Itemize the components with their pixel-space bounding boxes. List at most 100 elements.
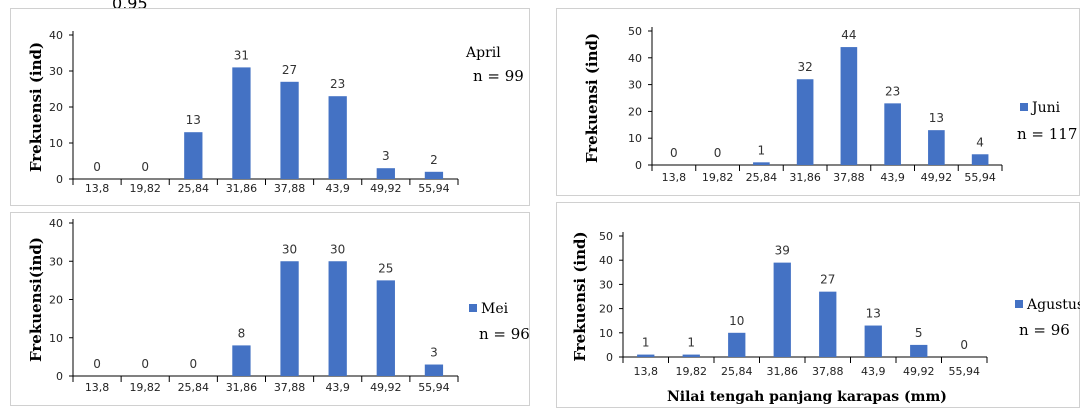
- x-tick-label: 19,82: [676, 365, 708, 378]
- x-tick-label: 43,9: [325, 381, 350, 394]
- data-label: 1: [758, 143, 766, 157]
- y-axis-label: Frekuensi (ind): [583, 33, 601, 163]
- y-tick-label: 30: [628, 79, 642, 92]
- y-tick-label: 0: [56, 173, 63, 186]
- bar: [232, 67, 251, 179]
- y-tick-label: 40: [49, 217, 63, 230]
- legend-label: Juni: [1030, 100, 1061, 116]
- legend-label: Mei: [481, 301, 509, 317]
- x-tick-label: 37,88: [812, 365, 844, 378]
- bar: [971, 154, 989, 165]
- data-label: 13: [186, 113, 201, 127]
- x-tick-label: 25,84: [178, 381, 210, 394]
- data-label: 0: [141, 160, 149, 174]
- x-tick-label: 49,92: [903, 365, 935, 378]
- sample-size-label: n = 99: [473, 67, 524, 85]
- legend-marker: [469, 304, 477, 312]
- data-label: 3: [382, 149, 390, 163]
- x-tick-label: 25,84: [746, 171, 778, 184]
- data-label: 13: [929, 111, 944, 125]
- x-tick-label: 19,82: [702, 171, 734, 184]
- y-axis-label: Frekuensi (ind): [27, 42, 45, 172]
- data-label: 1: [687, 336, 695, 350]
- x-tick-label: 43,9: [861, 365, 886, 378]
- bar: [376, 280, 395, 376]
- data-label: 25: [378, 261, 393, 275]
- bar: [796, 79, 814, 165]
- bar: [682, 354, 700, 357]
- data-label: 0: [93, 160, 101, 174]
- data-label: 0: [189, 357, 197, 371]
- x-tick-label: 43,9: [325, 182, 350, 195]
- data-label: 0: [93, 357, 101, 371]
- bar: [910, 344, 928, 357]
- y-tick-label: 10: [599, 327, 613, 340]
- y-tick-label: 0: [56, 370, 63, 383]
- x-tick-label: 49,92: [370, 182, 402, 195]
- x-tick-label: 43,9: [880, 171, 905, 184]
- bar: [184, 132, 203, 179]
- data-label: 13: [866, 307, 881, 321]
- y-axis-label: Frekuensi (ind): [571, 231, 589, 361]
- bar: [773, 262, 791, 357]
- x-tick-label: 49,92: [921, 171, 953, 184]
- bar: [424, 364, 444, 376]
- sample-size-label: n = 96: [1019, 321, 1070, 339]
- data-label: 10: [729, 314, 744, 328]
- data-label: 30: [282, 242, 297, 256]
- x-tick-label: 37,88: [833, 171, 865, 184]
- x-tick-label: 31,86: [226, 182, 258, 195]
- bar: [728, 332, 746, 357]
- x-tick-label: 55,94: [949, 365, 981, 378]
- bar: [753, 162, 770, 165]
- y-tick-label: 20: [628, 105, 642, 118]
- y-tick-label: 40: [49, 29, 63, 42]
- data-label: 1: [642, 336, 650, 350]
- x-tick-label: 25,84: [178, 182, 210, 195]
- y-tick-label: 50: [628, 25, 642, 38]
- bar: [819, 291, 837, 357]
- y-axis-label: Frekuensi(ind): [27, 237, 45, 362]
- x-tick-label: 13,8: [634, 365, 659, 378]
- x-tick-label: 19,82: [129, 381, 161, 394]
- bar: [280, 81, 299, 179]
- y-tick-label: 10: [49, 137, 63, 150]
- data-label: 3: [430, 346, 438, 360]
- y-tick-label: 30: [49, 65, 63, 78]
- y-tick-label: 20: [599, 303, 613, 316]
- data-label: 5: [915, 326, 923, 340]
- data-label: 30: [330, 242, 345, 256]
- bar: [928, 130, 945, 165]
- legend-label: Agustus: [1026, 297, 1080, 313]
- y-tick-label: 30: [599, 278, 613, 291]
- x-tick-label: 13,8: [662, 171, 687, 184]
- x-axis-title: Nilai tengah panjang karapas (mm): [667, 389, 947, 405]
- y-tick-label: 0: [635, 159, 642, 172]
- sample-size-label: n = 117: [1017, 125, 1077, 143]
- x-tick-label: 31,86: [767, 365, 799, 378]
- x-tick-label: 31,86: [789, 171, 821, 184]
- data-label: 8: [238, 326, 246, 340]
- data-label: 31: [234, 48, 249, 62]
- x-tick-label: 55,94: [418, 182, 450, 195]
- x-tick-label: 55,94: [418, 381, 450, 394]
- bar: [376, 168, 395, 179]
- data-label: 27: [282, 63, 297, 77]
- bar: [637, 354, 655, 357]
- bar: [424, 171, 444, 179]
- data-label: 0: [670, 146, 678, 160]
- y-tick-label: 50: [599, 230, 613, 243]
- x-tick-label: 31,86: [226, 381, 258, 394]
- x-tick-label: 55,94: [964, 171, 996, 184]
- x-tick-label: 37,88: [274, 182, 306, 195]
- data-label: 4: [976, 135, 984, 149]
- data-label: 0: [960, 338, 968, 352]
- x-tick-label: 49,92: [370, 381, 402, 394]
- sample-size-label: n = 96: [479, 325, 530, 343]
- legend-marker: [1015, 300, 1023, 308]
- y-tick-label: 40: [628, 52, 642, 65]
